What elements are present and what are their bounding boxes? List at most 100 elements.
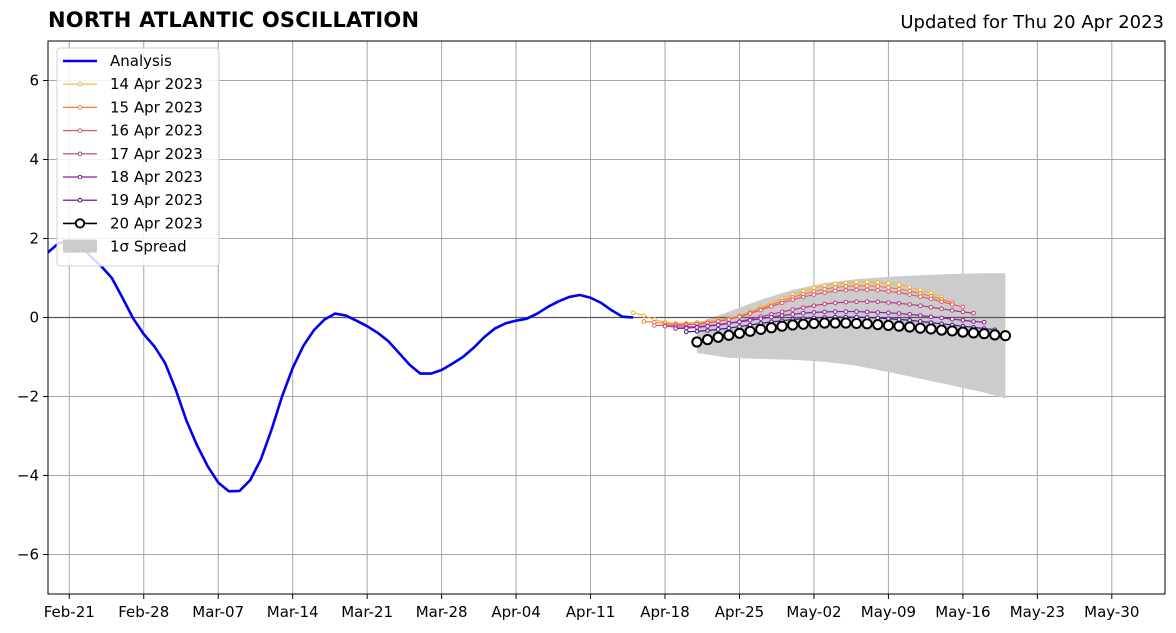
forecast-point: [715, 322, 721, 328]
x-tick-label: Mar-21: [341, 603, 393, 621]
forecast-point: [886, 285, 891, 290]
forecast-point: [758, 316, 764, 321]
x-tick-label: May-23: [1010, 603, 1065, 621]
x-tick-label: Mar-28: [416, 603, 468, 621]
forecast-point: [886, 280, 891, 286]
legend-item-forecast: 17 Apr 2023: [63, 145, 203, 163]
forecast-point: [864, 279, 870, 285]
forecast-point: [875, 299, 881, 305]
x-tick-label: Apr-18: [640, 603, 690, 621]
forecast-point: [850, 317, 863, 330]
forecast-point: [797, 318, 809, 330]
forecast-point: [811, 292, 817, 297]
forecast-point: [641, 319, 647, 324]
forecast-point: [875, 287, 881, 293]
legend-marker: [77, 174, 83, 180]
forecast-point: [864, 299, 870, 305]
x-tick-label: Feb-28: [118, 603, 169, 621]
forecast-point: [779, 300, 785, 306]
forecast-point: [758, 307, 764, 313]
forecast-point: [914, 322, 926, 334]
forecast-point: [989, 329, 1001, 341]
forecast-point: [790, 297, 795, 303]
forecast-point: [861, 318, 873, 330]
axes: Feb-21 Feb-28 Mar-07 Mar-14 Mar-21 Mar-28 Apr-…: [17, 40, 1166, 621]
forecast-point: [939, 299, 944, 305]
forecast-point: [918, 294, 923, 299]
legend-item-forecast: 15 Apr 2023: [63, 98, 203, 116]
legend: Analysis 14 Apr 2023 15 Apr 2023 16 Apr 202…: [56, 47, 220, 267]
forecast-point: [701, 334, 714, 346]
forecast-point: [747, 311, 753, 316]
forecast-point: [726, 321, 732, 326]
x-tick-label: May-09: [861, 603, 916, 621]
forecast-point: [829, 317, 841, 329]
forecast-point: [918, 313, 923, 318]
forecast-point: [832, 300, 838, 306]
forecast-point: [928, 296, 934, 302]
y-tick-label: −4: [17, 467, 39, 485]
x-tick-label: Apr-11: [566, 603, 616, 621]
forecast-series: [691, 317, 1012, 348]
forecast-point: [896, 290, 902, 295]
forecast-point: [769, 304, 774, 309]
forecast-point: [790, 307, 795, 312]
legend-swatch: [63, 239, 97, 253]
forecast-point: [854, 283, 859, 289]
legend-marker: [77, 81, 83, 87]
y-tick-label: −6: [17, 546, 39, 564]
y-tick-label: 4: [29, 151, 39, 169]
forecast-point: [843, 309, 849, 314]
forecast-point: [723, 329, 735, 341]
forecast-point: [949, 308, 955, 313]
legend-label: 18 Apr 2023: [110, 168, 203, 186]
forecast-point: [960, 304, 966, 310]
forecast-point: [854, 299, 859, 305]
forecast-point: [971, 319, 976, 324]
forecast-point: [907, 292, 912, 297]
forecast-point: [705, 323, 710, 329]
forecast-point: [811, 310, 817, 315]
forecast-point: [801, 294, 806, 300]
x-tick-label: Mar-07: [192, 603, 244, 621]
forecast-point: [854, 279, 859, 285]
legend-label: 15 Apr 2023: [110, 98, 203, 116]
forecast-point: [744, 325, 756, 337]
legend-marker: [77, 105, 83, 110]
forecast-point: [691, 336, 703, 348]
series-lines: [47, 239, 1012, 493]
forecast-point: [694, 325, 700, 330]
forecast-point: [843, 283, 849, 289]
forecast-series: [683, 314, 998, 335]
forecast-point: [683, 329, 689, 335]
legend-label: 14 Apr 2023: [110, 75, 203, 93]
forecast-point: [918, 303, 923, 308]
legend-marker: [77, 197, 83, 203]
forecast-point: [779, 313, 785, 318]
forecast-point: [832, 309, 838, 314]
legend-item-forecast: 16 Apr 2023: [63, 122, 203, 140]
forecast-point: [822, 290, 827, 295]
forecast-point: [822, 309, 827, 315]
forecast-point: [801, 305, 806, 310]
forecast-point: [864, 287, 870, 293]
legend-marker: [74, 218, 86, 229]
forecast-point: [949, 302, 955, 307]
legend-item-forecast: 20 Apr 2023: [63, 214, 203, 232]
forecast-point: [999, 330, 1012, 342]
forecast-point: [776, 320, 788, 332]
forecast-point: [875, 310, 881, 315]
forecast-point: [936, 324, 948, 336]
forecast-point: [893, 320, 905, 332]
forecast-point: [733, 327, 746, 339]
legend-label: 19 Apr 2023: [110, 191, 203, 209]
forecast-point: [939, 306, 944, 312]
forecast-point: [641, 313, 647, 318]
forecast-point: [939, 315, 944, 321]
forecast-point: [737, 314, 742, 320]
legend-item-forecast: 14 Apr 2023: [63, 75, 203, 93]
forecast-point: [896, 282, 902, 288]
forecast-point: [960, 309, 966, 315]
forecast-point: [832, 288, 838, 294]
